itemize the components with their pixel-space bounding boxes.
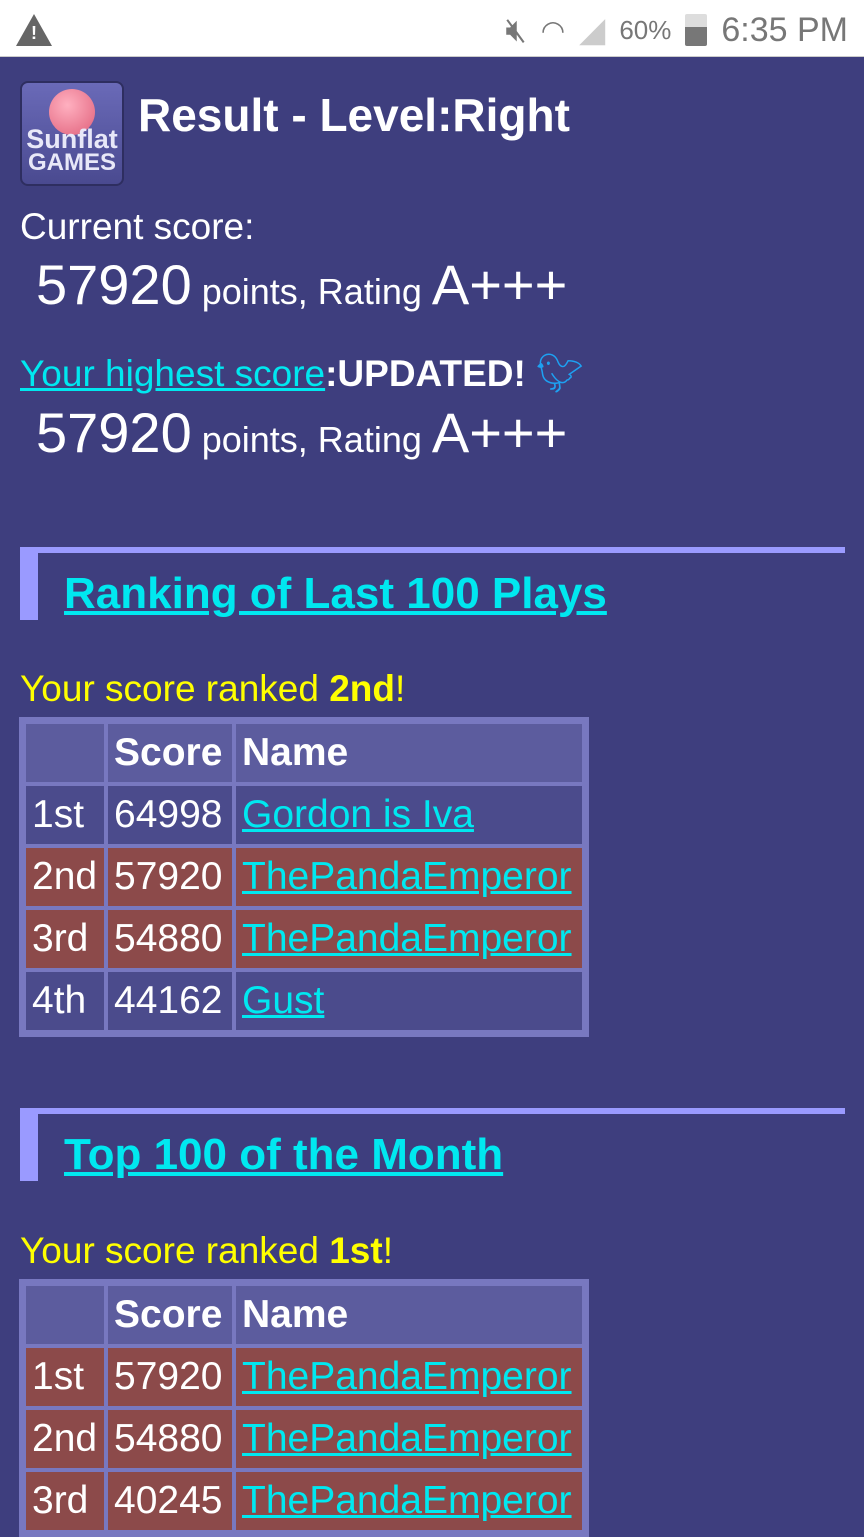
battery-percent: 60% — [619, 14, 672, 45]
table-row: 2nd 54880 ThePandaEmperor — [26, 1410, 582, 1468]
column-header — [26, 1286, 104, 1344]
score-cell: 57920 — [108, 848, 232, 906]
column-header: Score — [108, 1286, 232, 1344]
name-cell: ThePandaEmperor — [236, 1348, 582, 1406]
score-cell: 54880 — [108, 1410, 232, 1468]
highest-score-label: Your highest score:UPDATED! 🐦︎ — [20, 353, 585, 395]
rank-cell: 2nd — [26, 1410, 104, 1468]
wifi-icon: ◠ — [540, 14, 566, 46]
rank-cell: 1st — [26, 786, 104, 844]
table-header: Score Name — [26, 1286, 582, 1344]
table-row: 3rd 40245 ThePandaEmperor — [26, 1472, 582, 1530]
section-header-month: Top 100 of the Month — [20, 1108, 845, 1181]
section-header-last-100: Ranking of Last 100 Plays — [20, 547, 845, 620]
status-bar: ! 🔇︎ ◠ ◢ 60% 6:35 PM — [0, 0, 864, 57]
rank-cell: 3rd — [26, 910, 104, 968]
table-row: 4th 44162 Gust — [26, 972, 582, 1030]
current-score: 57920 points, Rating A+++ — [36, 253, 568, 316]
table-row: 1st 64998 Gordon is Iva — [26, 786, 582, 844]
warning-icon: ! — [16, 14, 52, 46]
table-row: 2nd 57920 ThePandaEmperor — [26, 848, 582, 906]
mute-icon: 🔇︎ — [505, 10, 527, 49]
table-row: 1st 57920 ThePandaEmperor — [26, 1348, 582, 1406]
clock: 6:35 PM — [721, 10, 848, 49]
rank-cell: 1st — [26, 1348, 104, 1406]
score-cell: 57920 — [108, 1348, 232, 1406]
sunflat-games-logo[interactable]: Sunflat GAMES — [20, 81, 124, 186]
score-cell: 40245 — [108, 1472, 232, 1530]
table-header: Score Name — [26, 724, 582, 782]
player-link[interactable]: Gust — [242, 979, 325, 1022]
score-cell: 44162 — [108, 972, 232, 1030]
top-month-link[interactable]: Top 100 of the Month — [64, 1130, 504, 1179]
column-header: Name — [236, 1286, 582, 1344]
name-cell: Gordon is Iva — [236, 786, 582, 844]
column-header — [26, 724, 104, 782]
name-cell: ThePandaEmperor — [236, 848, 582, 906]
score-cell: 54880 — [108, 910, 232, 968]
player-link[interactable]: ThePandaEmperor — [242, 1479, 572, 1522]
battery-icon — [685, 14, 708, 46]
rank-cell: 3rd — [26, 1472, 104, 1530]
name-cell: ThePandaEmperor — [236, 1472, 582, 1530]
name-cell: ThePandaEmperor — [236, 910, 582, 968]
score-cell: 64998 — [108, 786, 232, 844]
page-title: Result - Level:Right — [138, 89, 570, 141]
player-link[interactable]: ThePandaEmperor — [242, 1417, 572, 1460]
name-cell: Gust — [236, 972, 582, 1030]
rank-text-month: Your score ranked 1st! — [20, 1230, 393, 1271]
rank-cell: 2nd — [26, 848, 104, 906]
rank-text-last-100: Your score ranked 2nd! — [20, 668, 406, 709]
player-link[interactable]: ThePandaEmperor — [242, 917, 572, 960]
player-link[interactable]: Gordon is Iva — [242, 793, 474, 836]
player-link[interactable]: ThePandaEmperor — [242, 1355, 572, 1398]
current-score-label: Current score: — [20, 206, 255, 247]
twitter-icon[interactable]: 🐦︎ — [535, 353, 585, 395]
ranking-table-last-100: Score Name 1st 64998 Gordon is Iva 2nd 57… — [19, 717, 589, 1037]
rank-cell: 4th — [26, 972, 104, 1030]
column-header: Name — [236, 724, 582, 782]
player-link[interactable]: ThePandaEmperor — [242, 855, 572, 898]
signal-icon: ◢ — [579, 11, 606, 49]
highest-score: 57920 points, Rating A+++ — [36, 401, 568, 464]
last-100-link[interactable]: Ranking of Last 100 Plays — [64, 569, 607, 618]
highest-score-link[interactable]: Your highest score — [20, 353, 326, 394]
column-header: Score — [108, 724, 232, 782]
name-cell: ThePandaEmperor — [236, 1410, 582, 1468]
ranking-table-month: Score Name 1st 57920 ThePandaEmperor 2nd … — [19, 1279, 589, 1537]
table-row: 3rd 54880 ThePandaEmperor — [26, 910, 582, 968]
